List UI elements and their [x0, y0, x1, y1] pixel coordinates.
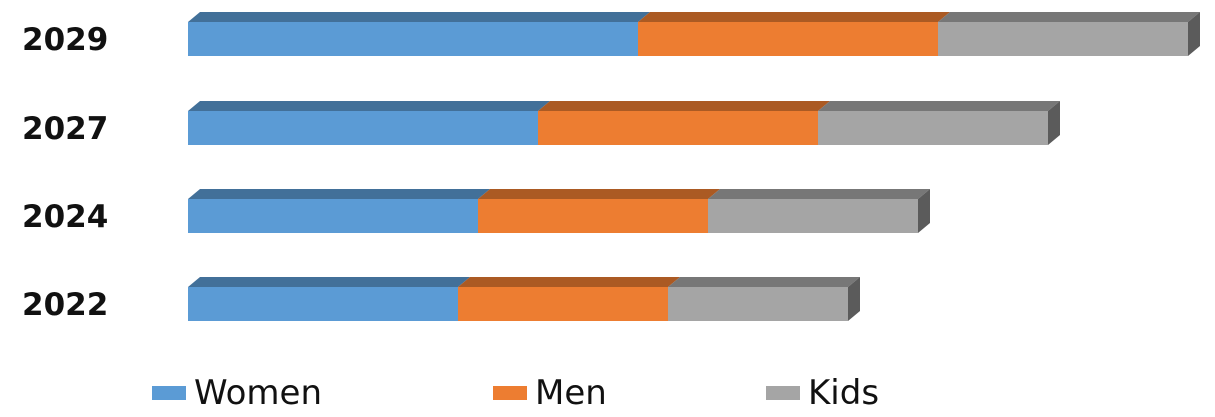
bar-top-kids-2022	[668, 277, 860, 287]
bars-layer	[188, 12, 1200, 321]
legend-swatch-kids	[766, 386, 800, 400]
legend-item-kids[interactable]: Kids	[766, 373, 879, 413]
bar-side-2029	[1188, 12, 1200, 56]
bar-top-women-2029	[188, 12, 650, 22]
bar-men-2024[interactable]	[478, 199, 708, 233]
category-labels: 2029 2027 2024 2022	[22, 22, 108, 323]
legend[interactable]: Women Men Kids	[152, 373, 879, 413]
bar-kids-2022[interactable]	[668, 287, 848, 321]
legend-swatch-women	[152, 386, 186, 400]
legend-item-men[interactable]: Men	[493, 373, 607, 413]
bar-top-men-2029	[638, 12, 950, 22]
bar-men-2022[interactable]	[458, 287, 668, 321]
bar-kids-2029[interactable]	[938, 22, 1188, 56]
bar-kids-2027[interactable]	[818, 111, 1048, 145]
bar-men-2027[interactable]	[538, 111, 818, 145]
legend-label-men: Men	[535, 373, 607, 413]
bar-women-2022[interactable]	[188, 287, 458, 321]
category-label-2027: 2027	[22, 111, 108, 147]
bar-top-men-2022	[458, 277, 680, 287]
legend-label-kids: Kids	[808, 373, 879, 413]
bar-top-women-2027	[188, 101, 550, 111]
legend-swatch-men	[493, 386, 527, 400]
bar-top-kids-2027	[818, 101, 1060, 111]
bar-side-2024	[918, 189, 930, 233]
legend-label-women: Women	[194, 373, 322, 413]
bar-women-2024[interactable]	[188, 199, 478, 233]
bar-top-kids-2024	[708, 189, 930, 199]
bar-top-kids-2029	[938, 12, 1200, 22]
bar-men-2029[interactable]	[638, 22, 938, 56]
bar-top-men-2027	[538, 101, 830, 111]
legend-item-women[interactable]: Women	[152, 373, 322, 413]
bar-top-men-2024	[478, 189, 720, 199]
bar-women-2029[interactable]	[188, 22, 638, 56]
bar-side-2027	[1048, 101, 1060, 145]
bar-kids-2024[interactable]	[708, 199, 918, 233]
bar-top-women-2022	[188, 277, 470, 287]
bar-women-2027[interactable]	[188, 111, 538, 145]
category-label-2024: 2024	[22, 199, 108, 235]
bar-top-women-2024	[188, 189, 490, 199]
bar-side-2022	[848, 277, 860, 321]
category-label-2029: 2029	[22, 22, 108, 58]
category-label-2022: 2022	[22, 287, 108, 323]
